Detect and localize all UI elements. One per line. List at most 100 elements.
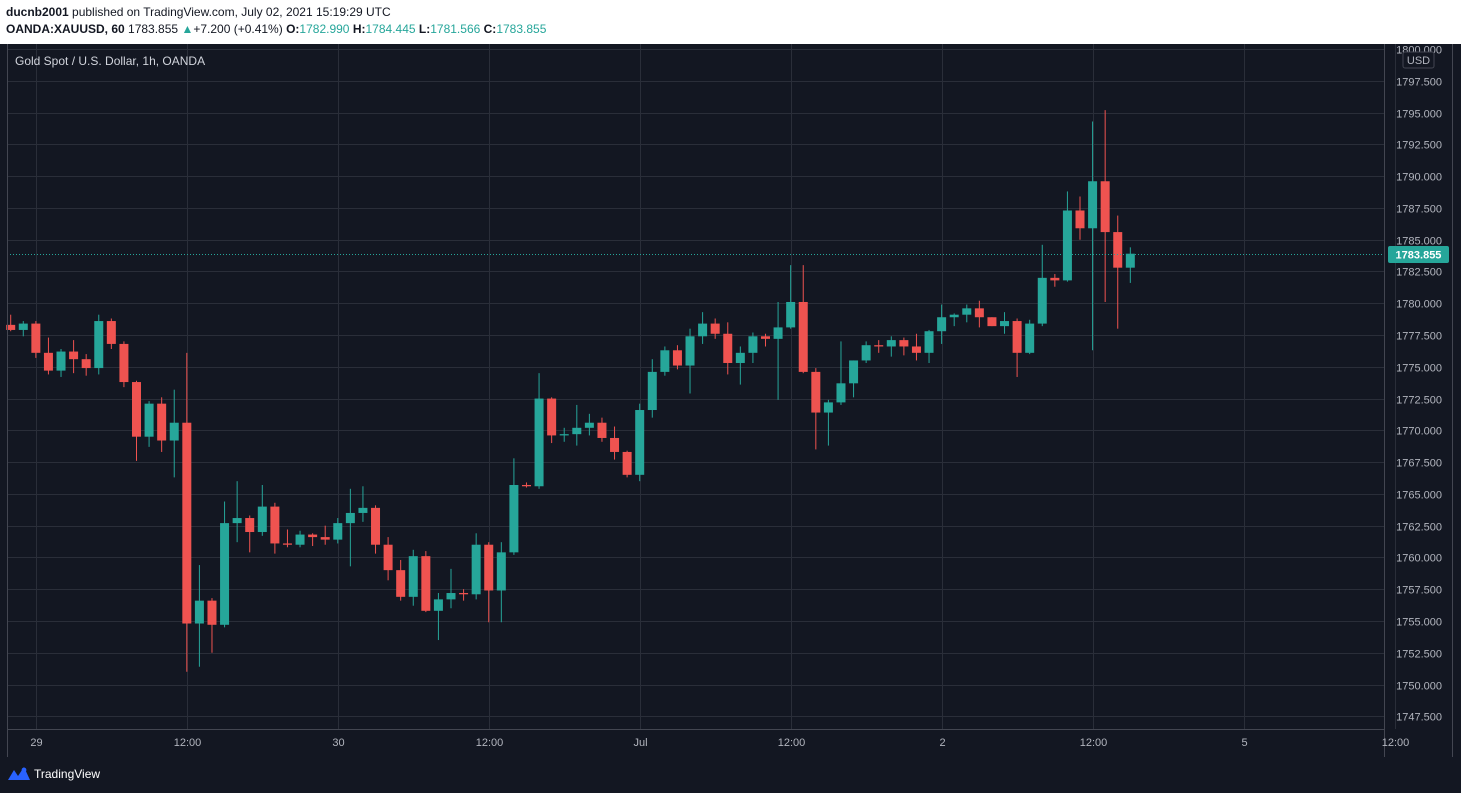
candle-body [408, 556, 418, 597]
currency-label: USD [1407, 55, 1430, 67]
time-tick-label: 12:00 [174, 737, 202, 749]
price-axis[interactable]: 1800.0001797.5001795.0001792.5001790.000… [1396, 45, 1442, 724]
time-tick-label: 29 [30, 737, 42, 749]
candle-body [169, 422, 179, 441]
candle-body [1125, 253, 1135, 268]
candle-body [861, 345, 871, 361]
candle [836, 341, 846, 405]
candle-body [371, 507, 381, 545]
candle [1037, 244, 1047, 327]
candle [1025, 319, 1035, 355]
candle [282, 529, 292, 548]
candle-body [710, 323, 720, 334]
candle-body [899, 340, 909, 347]
tradingview-brand[interactable]: TradingView [34, 767, 101, 781]
candle-body [345, 512, 355, 524]
candle [408, 549, 418, 606]
price-tick-label: 1797.500 [1396, 77, 1442, 89]
candle-body [521, 484, 531, 487]
time-tick-label: Jul [633, 737, 647, 749]
candle-body [534, 398, 544, 487]
candle [672, 345, 682, 370]
price-tick-label: 1795.000 [1396, 109, 1442, 121]
candle [572, 404, 582, 446]
candle-body [572, 427, 582, 435]
candle [31, 321, 41, 358]
price-tick-label: 1755.000 [1396, 617, 1442, 629]
candle-body [132, 382, 141, 437]
publisher-name[interactable]: ducnb2001 [6, 5, 69, 19]
price-tick-label: 1770.000 [1396, 426, 1442, 438]
chart-frame[interactable]: 1800.000 1797.500 1795.000 1792.500 1790.000… [0, 44, 1461, 757]
candle [509, 458, 519, 555]
chart-title: Gold Spot / U.S. Dollar, 1h, OANDA [15, 54, 205, 68]
candle [1088, 121, 1098, 351]
time-axis[interactable]: 29 12:00 30 12:00 Jul 12:00 2 12:00 5 12:00 [30, 737, 1409, 749]
candle-body [1037, 277, 1047, 324]
candle-body [1100, 181, 1110, 233]
candle [132, 380, 141, 461]
last-price: 1783.855 [128, 22, 179, 36]
candle [710, 318, 720, 339]
candle [534, 373, 544, 489]
price-tick-label: 1772.500 [1396, 395, 1442, 407]
candle [911, 333, 921, 361]
candle [18, 321, 28, 337]
candle [962, 304, 972, 323]
candle [69, 340, 79, 374]
candle [333, 518, 343, 544]
candle-body [6, 324, 16, 330]
candle [157, 397, 167, 452]
candle-body [1113, 232, 1123, 268]
candle-body [282, 543, 292, 545]
candle [974, 300, 984, 328]
candle [56, 349, 66, 377]
candle [1050, 274, 1060, 287]
candle-body [811, 371, 821, 413]
candle [849, 360, 859, 398]
candle [358, 486, 368, 522]
footer: TradingView [0, 757, 1461, 793]
time-tick-label: 12:00 [1382, 737, 1410, 749]
price-tick-label: 1775.000 [1396, 363, 1442, 375]
candle [220, 501, 230, 628]
candle [1062, 191, 1072, 282]
tradingview-logo-icon[interactable] [7, 765, 31, 781]
candle [383, 537, 393, 581]
candle [94, 314, 104, 375]
candle [1125, 247, 1135, 283]
candle-body [270, 506, 280, 544]
candle [547, 397, 557, 444]
candle [1075, 196, 1085, 240]
candle-body [849, 360, 859, 384]
candle [144, 401, 154, 447]
open-label: O: [286, 22, 300, 36]
candle-body [559, 434, 569, 436]
candle [597, 417, 607, 442]
candle [811, 368, 821, 450]
candle [584, 413, 594, 436]
candle [182, 352, 192, 672]
candle-body [1088, 181, 1098, 229]
publisher-line: ducnb2001 published on TradingView.com, … [6, 5, 391, 19]
price-tick-label: 1787.500 [1396, 204, 1442, 216]
candle [207, 598, 217, 653]
candle [194, 565, 204, 667]
candle-body [962, 308, 972, 315]
candle [371, 505, 381, 554]
candle [1012, 318, 1022, 377]
candle-body [433, 599, 443, 611]
candle-body [308, 534, 318, 538]
candle-body [56, 351, 66, 371]
candle [647, 359, 657, 418]
currency-badge[interactable] [1402, 51, 1435, 69]
price-tick-label: 1762.500 [1396, 522, 1442, 534]
candle-body [69, 351, 79, 360]
candle-body [698, 323, 708, 337]
candle [270, 502, 280, 554]
candle-body [597, 422, 607, 438]
candle-body [94, 321, 104, 369]
candle [723, 322, 733, 375]
candlestick-chart[interactable]: 1800.0001797.5001795.0001792.5001790.000… [0, 44, 1461, 757]
candle [245, 515, 255, 553]
